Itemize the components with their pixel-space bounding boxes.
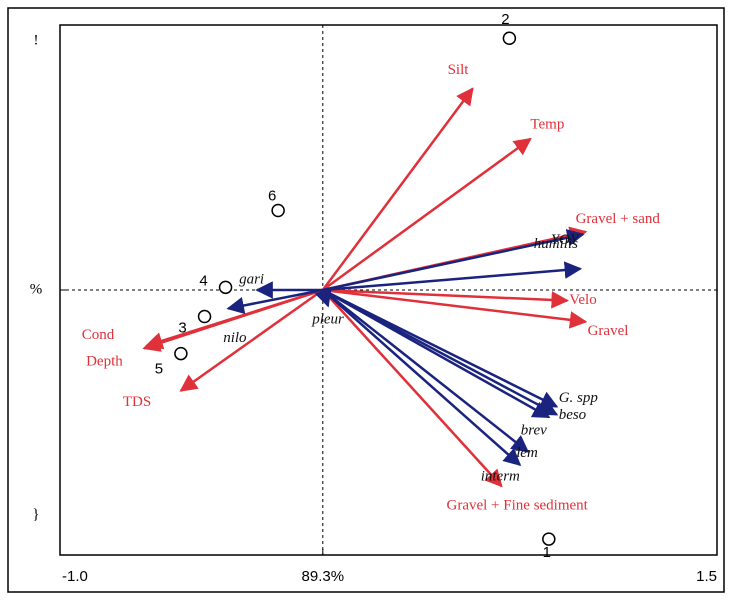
site-point (197, 309, 212, 324)
species-label: dem (513, 445, 538, 461)
y-tick-label: } (32, 506, 39, 522)
outer-frame (7, 7, 725, 593)
species-label: pleur (311, 311, 344, 327)
species-label: beso (559, 407, 587, 423)
species-label: YOY (551, 232, 580, 248)
species-arrow (322, 289, 530, 453)
variable-label: Gravel + Fine sediment (447, 498, 589, 514)
variable-arrow (321, 289, 503, 488)
species-arrow (322, 229, 585, 292)
variable-label: Gravel (588, 323, 629, 339)
site-label: 5 (155, 361, 163, 378)
species-label: nilo (223, 330, 247, 346)
variable-arrow (322, 288, 588, 329)
variable-arrow (322, 288, 569, 309)
x-tick-label: 1.5 (696, 568, 717, 585)
species-label: brev (521, 423, 547, 439)
site-point (174, 346, 188, 361)
site-label: 3 (178, 319, 186, 336)
site-label: 2 (501, 11, 509, 28)
y-tick-label: ! (34, 32, 39, 48)
site-point (542, 532, 556, 546)
variable-label: TDS (123, 394, 151, 410)
x-tick-label: 89.3% (302, 568, 345, 585)
species-label: gari (239, 271, 264, 287)
species-label: G. spp (559, 390, 599, 406)
variable-arrow (321, 87, 474, 291)
species-arrow (314, 288, 332, 308)
species-arrow (321, 289, 522, 467)
site-point (218, 280, 233, 295)
variable-arrow (179, 288, 324, 392)
site-label: 1 (543, 544, 551, 561)
variable-label: Depth (86, 354, 123, 370)
variable-label: Silt (448, 62, 470, 78)
site-point (271, 203, 285, 218)
site-label: 4 (199, 272, 207, 289)
species-label: interm (481, 468, 520, 484)
species-arrow (322, 261, 583, 292)
variable-label: Cond (82, 327, 115, 343)
x-tick-label: -1.0 (62, 568, 88, 585)
species-arrow (322, 288, 551, 419)
site-point (502, 31, 517, 45)
variable-arrow (142, 288, 324, 352)
variable-label: Velo (569, 292, 597, 308)
site-label: 6 (268, 187, 276, 204)
y-tick-label: % (30, 281, 43, 297)
species-label: humilis (534, 236, 578, 252)
variable-arrow (322, 137, 532, 292)
species-arrow (226, 288, 324, 315)
variable-label: Gravel + sand (576, 211, 661, 227)
variable-label: Temp (530, 116, 564, 132)
